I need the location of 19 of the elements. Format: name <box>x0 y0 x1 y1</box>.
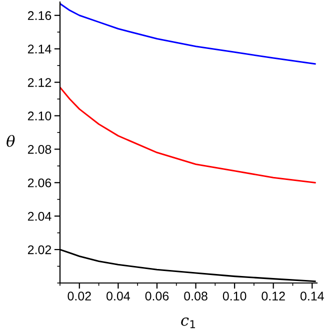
x-tick-label: 0.06 <box>145 292 169 301</box>
x-axis-title: c$_{1}$ <box>181 317 195 328</box>
y-tick-label: 2.02 <box>28 245 52 254</box>
y-tick-label: 2.08 <box>28 144 52 154</box>
y-tick-label: 2.12 <box>28 78 52 87</box>
x-tick-label: 0.10 <box>222 292 246 301</box>
y-tick-label: 2.10 <box>28 112 52 120</box>
y-tick-label: 2.14 <box>28 44 52 54</box>
line-series <box>60 86 316 184</box>
x-tick-label: 0.14 <box>300 292 324 301</box>
line-series <box>60 2 316 65</box>
x-tick-label: 0.04 <box>106 292 130 301</box>
y-tick-label: 2.04 <box>28 212 52 221</box>
x-tick-label: 0.12 <box>262 292 285 301</box>
y-axis-title: θ <box>6 134 15 147</box>
x-tick-label: 0.02 <box>68 292 91 301</box>
y-tick-label: 2.06 <box>28 178 52 188</box>
x-tick-label: 0.08 <box>184 292 208 301</box>
y-tick-label: 2.16 <box>28 11 52 20</box>
